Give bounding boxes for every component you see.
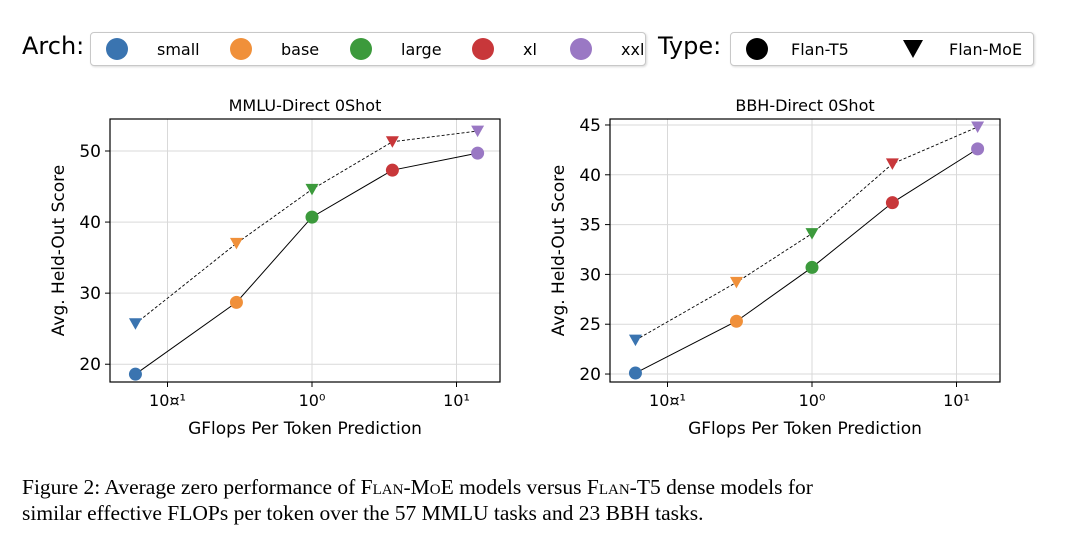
flan-moe-point [385,136,399,148]
arch-legend: small base large xl xxl [90,32,646,66]
arch-legend-title: Arch: [22,32,85,60]
chart-title: BBH-Direct 0Shot [735,96,874,115]
flan-moe-point [805,228,819,240]
legend-label: xxl [621,39,645,59]
flan-moe-point [305,183,319,196]
plot-frame [109,118,501,383]
flan-moe-point [729,276,743,289]
x-tick-label: 10⁰ [299,391,326,410]
y-tick-label: 35 [579,216,601,236]
y-tick-label: 40 [579,166,601,186]
type-legend-title: Type: [658,32,722,60]
flan-moe-point [885,158,899,170]
caption-model-a: Flan-MoE [360,475,454,499]
legend-item-small: small [105,33,200,65]
flan-t5-point [385,163,399,177]
y-tick-label: 30 [79,284,101,304]
flan-moe-point [128,318,142,330]
x-tick-label: 10⁰ [799,391,826,410]
legend-item-large: large [349,33,442,65]
circle-marker-icon [746,38,768,60]
legend-item-xxl: xxl [569,33,644,65]
x-tick-label: 10¹ [443,391,470,410]
flan-moe-point [229,237,243,250]
flan-t5-series-line [635,148,978,374]
caption-line-2: similar effective FLOPs per token over t… [22,501,704,525]
flan-t5-point [128,367,142,381]
y-tick-label: 40 [79,213,101,233]
flan-t5-point [628,366,642,380]
flan-moe-point [471,125,485,138]
flan-moe-point [971,121,985,133]
y-tick-label: 20 [579,365,601,385]
flan-moe-series-line [135,130,478,325]
caption-suffix: dense models for [660,475,813,499]
flan-t5-series-line [135,152,478,375]
flan-moe-series-line [635,126,978,341]
legend-label: small [157,39,200,59]
circle-marker-icon [350,38,372,60]
flan-t5-point [885,196,899,210]
circle-marker-icon [230,38,252,60]
legend-item-flan-moe: Flan-MoE [901,33,1022,65]
x-axis-label: GFlops Per Token Prediction [188,419,422,439]
y-tick-label: 30 [579,265,601,285]
legend-item-flan-t5: Flan-T5 [745,33,849,65]
legend-label: large [401,39,442,59]
x-tick-label: 10¤¹ [149,391,186,410]
circle-marker-icon [106,38,128,60]
flan-t5-point [971,142,985,156]
flan-moe-point [628,334,642,347]
caption-prefix: Figure 2: Average zero performance of [22,475,361,499]
x-tick-label: 10¤¹ [649,391,686,410]
y-axis-label: Avg. Held-Out Score [49,165,69,337]
flan-t5-point [229,295,243,309]
legend-label: xl [523,39,537,59]
circle-marker-icon [472,38,494,60]
flan-t5-point [805,260,819,274]
mmlu-chart: 10¤¹ 10⁰ 10¹ 20 30 40 50 MMLU-Direct 0Shot GFlop… [49,96,501,439]
y-tick-label: 25 [579,315,601,335]
legend-label: Flan-T5 [791,39,849,59]
y-tick-label: 20 [79,355,101,375]
circle-marker-icon [570,38,592,60]
legend-label: base [281,39,320,59]
legend-item-xl: xl [471,33,537,65]
y-tick-label: 45 [579,116,601,136]
x-axis-label: GFlops Per Token Prediction [688,419,922,439]
triangle-down-marker-icon [903,40,923,58]
plot-frame [609,118,1001,383]
chart-title: MMLU-Direct 0Shot [229,96,382,115]
figure-caption: Figure 2: Average zero performance of Fl… [22,474,1062,526]
type-legend: Flan-T5 Flan-MoE [730,32,1034,66]
flan-t5-point [471,146,485,160]
flan-t5-point [729,314,743,328]
legend-item-base: base [229,33,319,65]
bbh-chart: 10¤¹ 10⁰ 10¹ 20 25 30 35 40 45 BBH-Direct 0Shot GF… [549,96,1001,439]
x-tick-label: 10¹ [943,391,970,410]
y-tick-label: 50 [79,142,101,162]
caption-model-b: Flan-T5 [586,475,661,499]
y-axis-label: Avg. Held-Out Score [549,165,569,337]
flan-t5-point [305,210,319,224]
caption-middle: models versus [453,475,587,499]
legend-label: Flan-MoE [949,39,1023,59]
